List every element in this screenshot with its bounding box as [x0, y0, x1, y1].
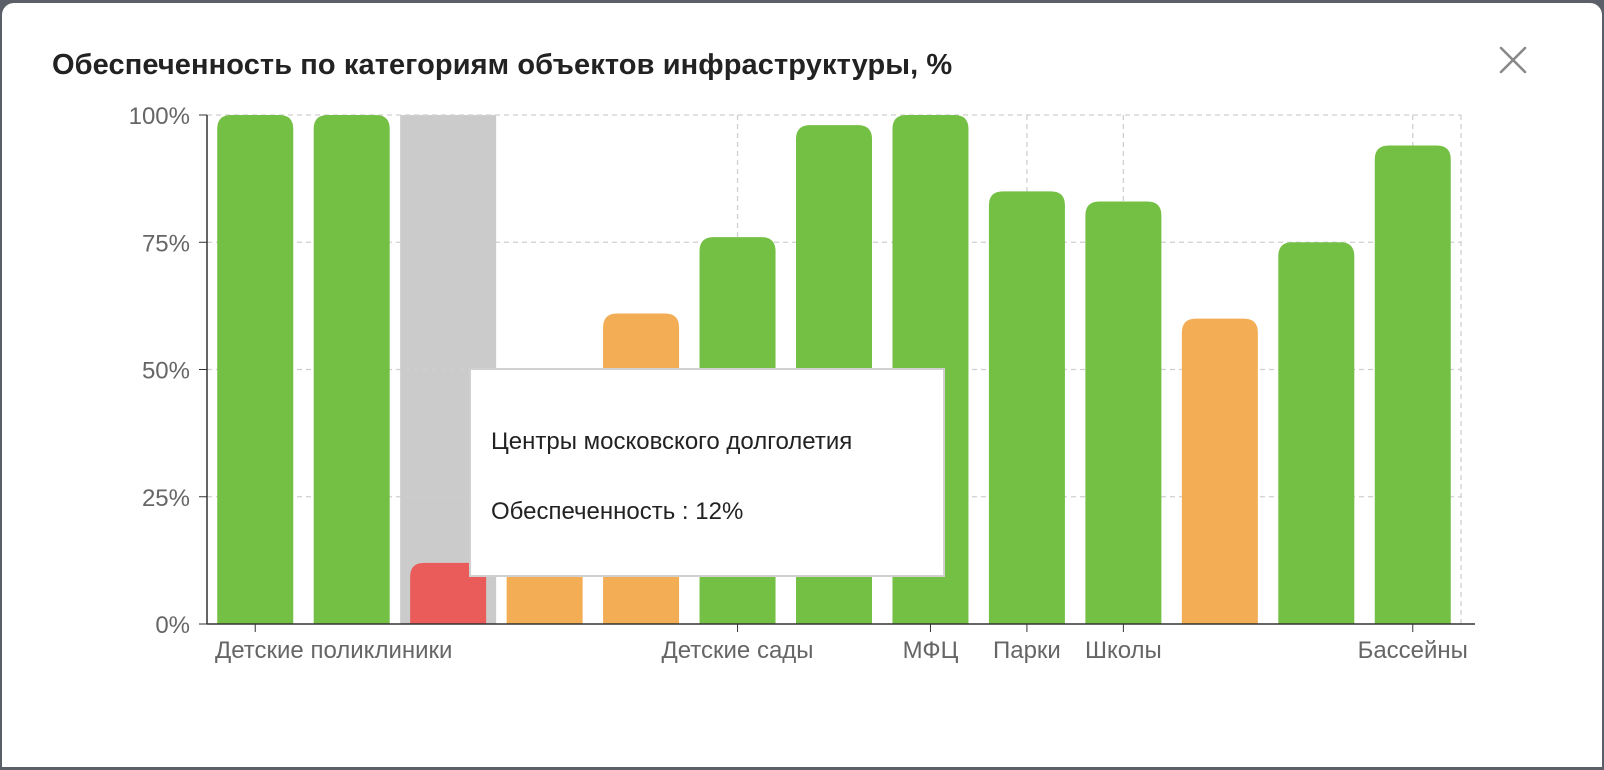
y-tick-label: 100% [129, 103, 190, 130]
x-tick-label: Детские поликлиники [215, 637, 452, 664]
x-tick-label: Парки [993, 637, 1061, 664]
bar [1278, 242, 1355, 624]
tooltip-metric-value: 12% [695, 498, 744, 525]
chart-tooltip: Центры московского долголетия Обеспеченн… [469, 368, 945, 577]
tooltip-title: Центры московского долголетия [491, 428, 853, 455]
bar [1085, 201, 1162, 624]
y-tick-label: 0% [155, 612, 190, 639]
x-tick-label: Детские сады [662, 637, 814, 664]
x-tick-label: Бассейны [1358, 637, 1468, 664]
tooltip-metric: Обеспеченность : 12% [491, 498, 743, 526]
close-icon[interactable] [1496, 43, 1530, 77]
tooltip-metric-label: Обеспеченность [491, 498, 676, 525]
bar [1374, 145, 1451, 625]
y-tick-label: 50% [142, 358, 190, 385]
bar [506, 562, 583, 624]
bar [1181, 318, 1258, 624]
y-tick-label: 25% [142, 485, 190, 512]
x-tick-label: Школы [1085, 637, 1162, 664]
bar [988, 191, 1065, 624]
chart-modal: Обеспеченность по категориям объектов ин… [2, 3, 1602, 767]
bar [313, 115, 390, 624]
x-tick-label: МФЦ [903, 637, 959, 664]
chart-title: Обеспеченность по категориям объектов ин… [52, 49, 953, 81]
y-tick-label: 75% [142, 230, 190, 257]
bar [217, 115, 294, 624]
bar [410, 562, 487, 624]
tooltip-separator: : [675, 498, 696, 525]
